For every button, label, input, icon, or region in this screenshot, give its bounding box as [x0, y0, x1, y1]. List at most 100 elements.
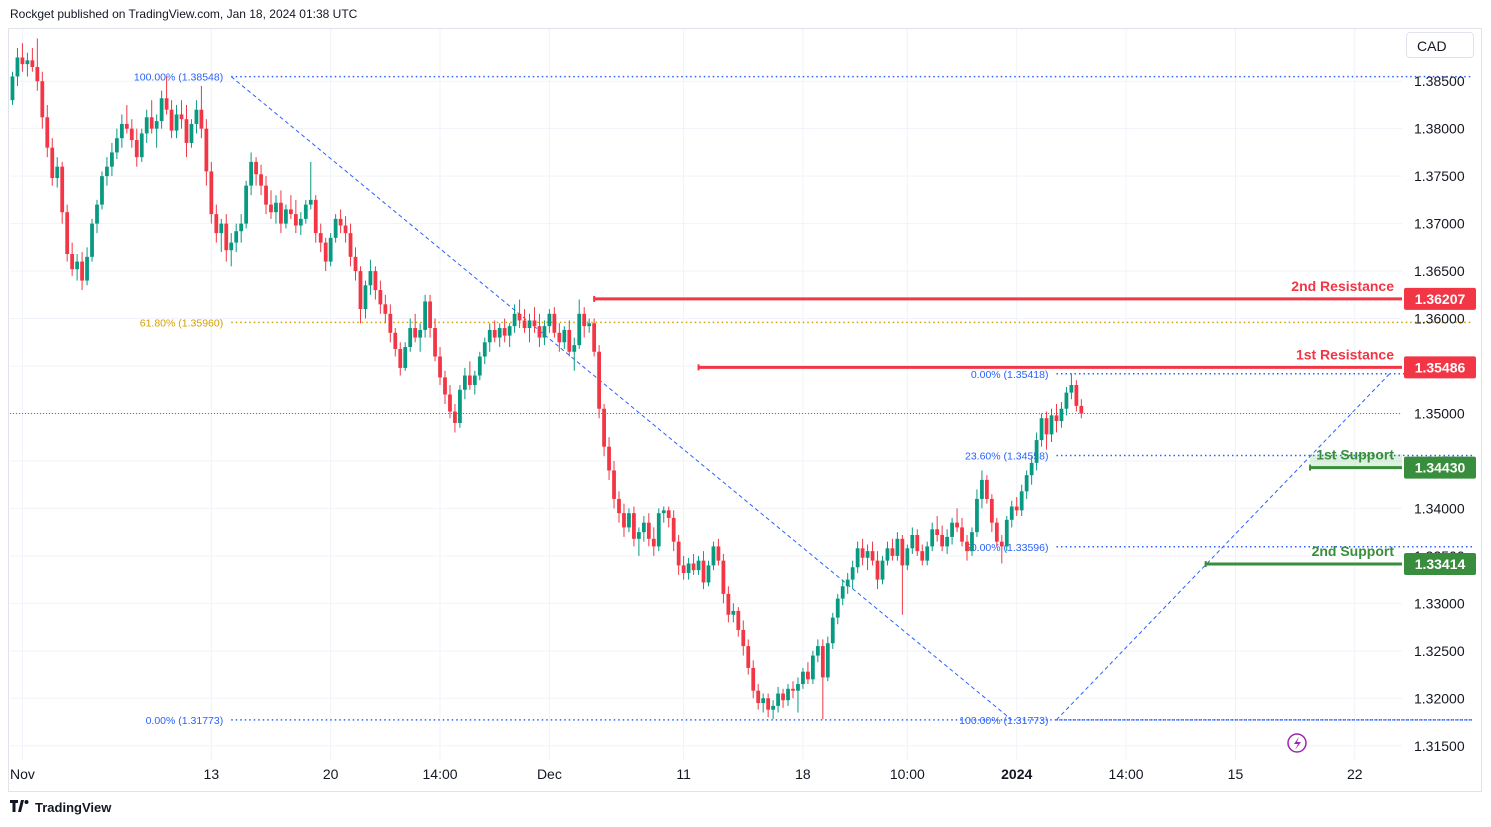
candle-body [144, 117, 149, 134]
x-tick-label: 14:00 [423, 766, 458, 782]
candle-body [418, 329, 423, 338]
candle-body [766, 698, 771, 710]
candle-body [512, 313, 517, 327]
candle-body [204, 128, 209, 172]
candle-body [1064, 392, 1069, 409]
candle-body [378, 290, 383, 305]
candle-body [1029, 462, 1034, 476]
level-badge [1404, 356, 1476, 379]
candle-body [458, 389, 462, 423]
candle-body [686, 563, 691, 573]
candle-body [25, 60, 30, 65]
fib-level-label: 23.60% (1.34558) [965, 450, 1048, 462]
level-price-badges: 1.36207 1.35486 1.34430 1.33414 [1404, 287, 1476, 576]
candle-body [1074, 385, 1079, 406]
candle-body [338, 218, 343, 226]
candle-body [30, 60, 35, 67]
x-tick-label: 11 [676, 766, 691, 782]
candle-body [950, 522, 954, 537]
candle-body [557, 332, 562, 343]
candle-body [149, 117, 154, 129]
candle-body [532, 320, 537, 327]
y-tick-label: 1.31500 [1414, 738, 1465, 754]
candle-body [646, 522, 651, 539]
candle-body [219, 223, 224, 234]
candle-body [244, 185, 249, 224]
candle-body [691, 563, 696, 571]
candle-body [308, 199, 313, 205]
candle-body [716, 546, 721, 561]
candle-body [159, 98, 164, 122]
x-tick-label: 2024 [1001, 766, 1032, 782]
candle-body [298, 218, 303, 226]
level-label: 1st Support [1316, 447, 1394, 463]
y-tick-label: 1.33000 [1414, 595, 1465, 611]
candle-body [363, 285, 368, 310]
candle-body [279, 202, 283, 224]
fib-trend-line [230, 76, 1013, 721]
level-badge [1404, 287, 1476, 310]
candle-body [865, 551, 870, 558]
candle-body [1044, 418, 1049, 435]
candle-body [656, 513, 661, 547]
candle-body [994, 522, 999, 542]
x-tick-label: 15 [1228, 766, 1244, 782]
candle-body [945, 536, 950, 547]
candle-body [721, 560, 726, 594]
candle-body [343, 225, 348, 234]
candle-body [840, 586, 845, 599]
candle-body [681, 565, 686, 573]
candle-body [567, 329, 572, 352]
candle-body [980, 479, 984, 499]
candle-body [393, 332, 398, 349]
time-axis: Nov 13 20 14:00 Dec 11 18 10:00 2024 14:00 15 22 [10, 766, 1363, 782]
level-label: 2nd Support [1312, 543, 1395, 559]
candle-body [259, 174, 263, 186]
candle-body [129, 128, 134, 141]
candle-body [1049, 415, 1054, 435]
candle-body [701, 560, 706, 583]
candle-body [40, 81, 45, 118]
candle-body [587, 323, 592, 327]
candle-body [453, 411, 457, 423]
candle-body [139, 133, 144, 158]
candle-body [443, 377, 447, 395]
candle-body [502, 328, 507, 336]
level-label: 2nd Resistance [1291, 278, 1394, 294]
candle-body [85, 256, 89, 281]
candle-body [274, 202, 278, 213]
candle-body [751, 667, 756, 691]
candle-body [100, 176, 104, 205]
candle-body [806, 671, 810, 680]
candle-body [90, 223, 94, 257]
candle-body [850, 567, 855, 580]
x-tick-label: 18 [795, 766, 811, 782]
price-axis: 1.38500 1.38000 1.37500 1.37000 1.36500 1.360… [1414, 73, 1465, 754]
candle-body [711, 546, 716, 566]
candle-body [900, 538, 905, 566]
fib-retracements: 100.00% (1.38548) 61.80% (1.35960) 0.00% (… [134, 72, 1472, 727]
lightning-icon[interactable] [1287, 733, 1307, 753]
candle-body [472, 375, 477, 386]
candle-body [522, 320, 527, 329]
candle-body [726, 593, 731, 615]
currency-button[interactable]: CAD [1406, 32, 1474, 58]
candle-body [771, 705, 776, 710]
candle-body [741, 629, 746, 647]
candle-body [209, 171, 214, 215]
x-tick-label: Nov [10, 766, 35, 782]
candle-body [781, 693, 785, 701]
candle-body [910, 535, 915, 549]
support-zone [1310, 454, 1402, 468]
support-resistance-levels: 2nd Resistance 1st Resistance 1st Support 2… [10, 278, 1402, 568]
candle-body [801, 671, 805, 685]
candle-body [1009, 506, 1014, 520]
candle-body [1079, 405, 1084, 414]
candle-body [288, 209, 293, 215]
candle-body [1024, 475, 1029, 492]
candle-body [388, 313, 393, 333]
level-label: 1st Resistance [1296, 346, 1394, 362]
candle-body [562, 329, 567, 343]
candle-body [830, 617, 835, 644]
